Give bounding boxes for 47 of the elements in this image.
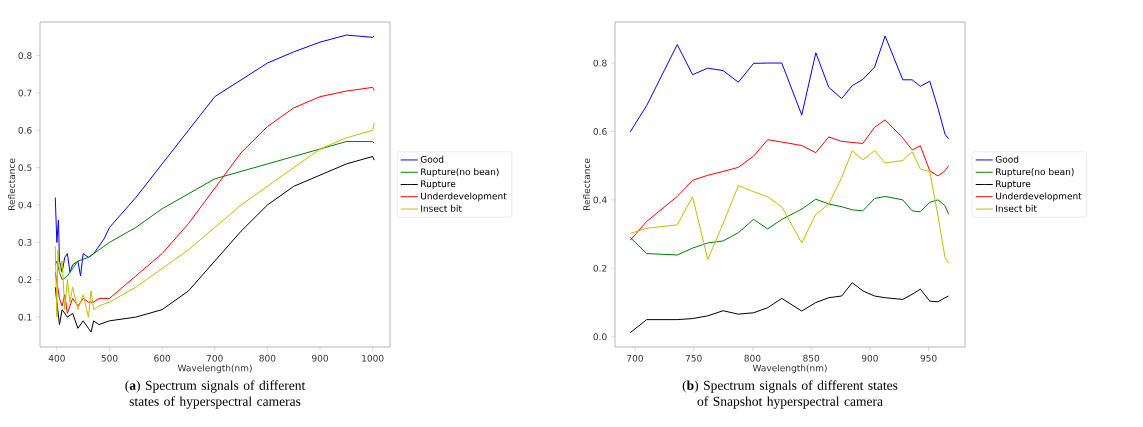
y-tick-label: 0.8 [18, 52, 32, 60]
y-tick-label: 0.5 [18, 164, 32, 172]
legend-label: Insect bit [421, 204, 462, 212]
y-tick-label: 0.6 [18, 126, 32, 134]
x-tick-label: 850 [803, 354, 820, 362]
line-series [54, 122, 375, 318]
legend-label: Underdevelopment [996, 192, 1082, 202]
line-series [629, 35, 950, 140]
x-tick-label: 700 [627, 354, 643, 362]
legend-label: Underdevelopment [421, 192, 507, 202]
line-series [629, 195, 950, 256]
legend-label: Rupture [996, 180, 1031, 189]
line-series [629, 150, 950, 264]
legend-label: Good [420, 155, 444, 163]
x-tick-label: 800 [744, 354, 761, 362]
text: (a) Spectrum signals of different states of hyperspectral cameras [125, 380, 306, 409]
legend-label: Good [995, 155, 1019, 163]
legend-label: Rupture [421, 180, 456, 189]
x-tick-label: 500 [101, 354, 118, 362]
x-tick-label: 900 [861, 354, 878, 362]
y-axis-title: Reflectance [8, 158, 16, 210]
legend-label: Rupture(no bean) [421, 168, 499, 177]
x-tick-label: 750 [685, 354, 702, 362]
y-tick-label: 0.8 [593, 59, 607, 67]
y-axis-title: Reflectance [583, 158, 591, 210]
x-tick-label: 400 [48, 354, 65, 362]
y-tick-label: 0.6 [593, 128, 607, 135]
x-tick-label: 950 [920, 354, 937, 362]
line-series [629, 282, 950, 334]
y-tick-label: 0.7 [18, 89, 32, 97]
y-tick-label: 0.2 [18, 276, 32, 284]
x-tick-label: 1000 [362, 354, 384, 362]
x-tick-label: 900 [311, 354, 328, 362]
legend-label: Rupture(no bean) [996, 168, 1074, 177]
y-tick-label: 0.0 [593, 333, 607, 341]
x-tick-label: 800 [259, 354, 276, 362]
y-tick-label: 0.2 [593, 264, 607, 272]
y-tick-label: 0.4 [18, 201, 32, 209]
y-tick-label: 0.4 [593, 196, 607, 204]
x-tick-label: 700 [206, 354, 223, 362]
x-axis-title: Wavelength(nm) [752, 364, 827, 374]
y-tick-label: 0.1 [18, 313, 32, 321]
x-axis-title: Wavelength(nm) [177, 364, 252, 374]
y-tick-label: 0.3 [18, 238, 32, 246]
legend-label: Insect bit [996, 204, 1037, 212]
x-tick-label: 600 [154, 354, 171, 362]
text: (b) Spectrum signals of different states of Snapshot hyperspectral camera [682, 380, 898, 409]
